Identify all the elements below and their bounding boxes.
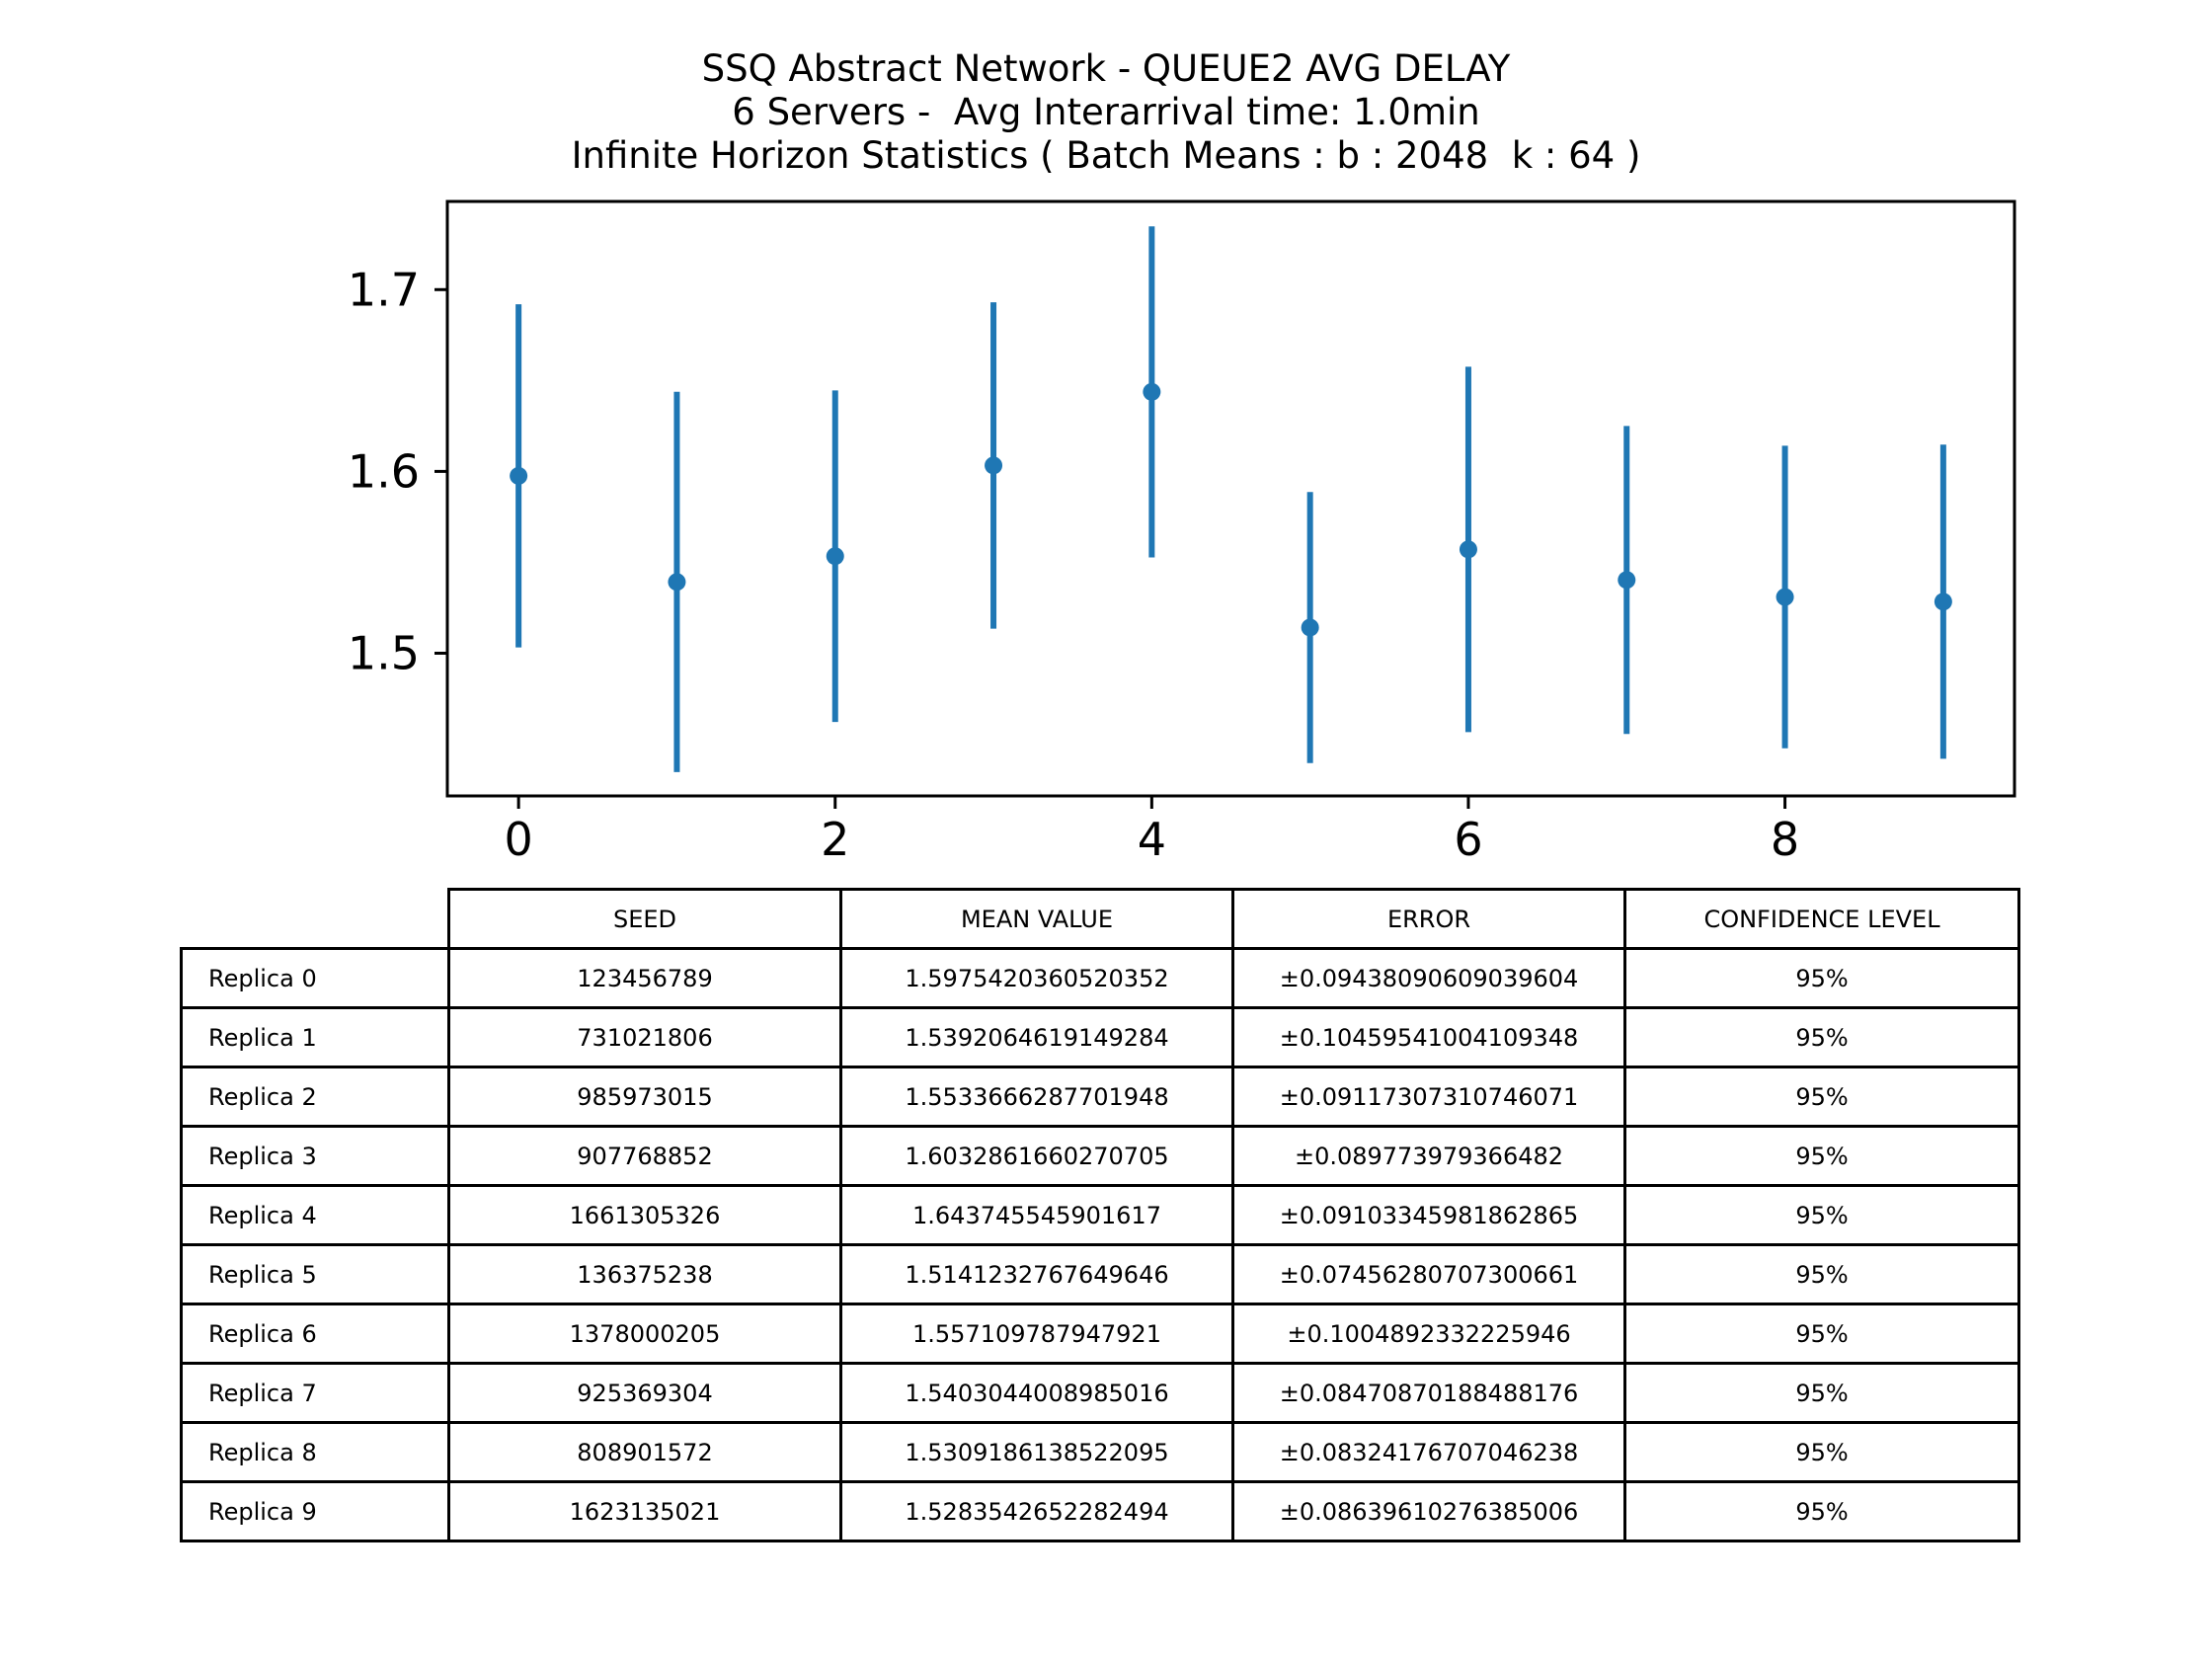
confidence-level-cell: 95% (1623, 1303, 2020, 1365)
confidence-level-cell: 95% (1623, 1480, 2020, 1542)
seed-cell: 985973015 (447, 1066, 842, 1128)
confidence-level-cell: 95% (1623, 947, 2020, 1009)
results-table: SEED MEAN VALUE ERROR CONFIDENCE LEVEL R… (180, 888, 2020, 1542)
mean-value-cell: 1.5141232767649646 (839, 1243, 1234, 1305)
confidence-level-cell: 95% (1623, 1125, 2020, 1187)
column-header-confidence-level: CONFIDENCE LEVEL (1623, 888, 2020, 950)
chart-title-line-3: Infinite Horizon Statistics ( Batch Mean… (0, 134, 2212, 177)
chart-title-line-2: 6 Servers - Avg Interarrival time: 1.0mi… (0, 91, 2212, 133)
table-row: Replica 6 1378000205 1.557109787947921 ±0.1… (180, 1303, 2020, 1365)
error-cell: ±0.09103345981862865 (1231, 1184, 1626, 1246)
row-label: Replica 1 (180, 1006, 450, 1068)
seed-cell: 907768852 (447, 1125, 842, 1187)
confidence-level-cell: 95% (1623, 1066, 2020, 1128)
y-tick-label: 1.7 (348, 263, 420, 316)
y-tick-label: 1.6 (348, 444, 420, 498)
table-row: Replica 4 1661305326 1.643745545901617 ±0.0… (180, 1184, 2020, 1246)
error-cell: ±0.10459541004109348 (1231, 1006, 1626, 1068)
row-label: Replica 9 (180, 1480, 450, 1542)
row-label: Replica 2 (180, 1066, 450, 1128)
table-corner-cell (182, 890, 449, 949)
confidence-level-cell: 95% (1623, 1362, 2020, 1424)
chart-title-line-1: SSQ Abstract Network - QUEUE2 AVG DELAY (0, 47, 2212, 90)
confidence-level-cell: 95% (1623, 1243, 2020, 1305)
table-row: Replica 8 808901572 1.5309186138522095 ±0.0… (180, 1421, 2020, 1483)
seed-cell: 1378000205 (447, 1303, 842, 1365)
error-cell: ±0.1004892332225946 (1231, 1303, 1626, 1365)
chart-subtitle-stats: Infinite Horizon Statistics ( Batch Mean… (571, 134, 1641, 177)
x-tick-label: 4 (1138, 813, 1166, 866)
error-cell: ±0.08639610276385006 (1231, 1480, 1626, 1542)
data-point (1934, 592, 1952, 611)
seed-cell: 925369304 (447, 1362, 842, 1424)
error-cell: ±0.09438090609039604 (1231, 947, 1626, 1009)
confidence-level-cell: 95% (1623, 1006, 2020, 1068)
table-row: Replica 9 1623135021 1.5283542652282494 ±0.… (180, 1480, 2020, 1542)
chart-marks (510, 226, 1952, 772)
mean-value-cell: 1.6032861660270705 (839, 1125, 1234, 1187)
x-tick-label: 6 (1454, 813, 1482, 866)
row-label: Replica 7 (180, 1362, 450, 1424)
table-body: Replica 0 123456789 1.5975420360520352 ±0.0… (180, 947, 2020, 1542)
chart-title: SSQ Abstract Network - QUEUE2 AVG DELAY (701, 47, 1511, 90)
data-point (1776, 588, 1794, 606)
data-point (826, 547, 844, 566)
error-cell: ±0.07456280707300661 (1231, 1243, 1626, 1305)
seed-cell: 731021806 (447, 1006, 842, 1068)
seed-cell: 1661305326 (447, 1184, 842, 1246)
plot-frame (445, 199, 2016, 798)
x-tick-label: 0 (504, 813, 532, 866)
seed-cell: 123456789 (447, 947, 842, 1009)
y-tick-label: 1.5 (348, 626, 420, 679)
row-label: Replica 8 (180, 1421, 450, 1483)
seed-cell: 136375238 (447, 1243, 842, 1305)
row-label: Replica 5 (180, 1243, 450, 1305)
table-row: Replica 5 136375238 1.5141232767649646 ±0.0… (180, 1243, 2020, 1305)
errorbar-chart: 0 2 4 6 8 1.5 1.6 1.7 (348, 199, 2016, 866)
mean-value-cell: 1.5533666287701948 (839, 1066, 1234, 1128)
row-label: Replica 0 (180, 947, 450, 1009)
row-label: Replica 4 (180, 1184, 450, 1246)
data-point (985, 456, 1003, 475)
table-row: Replica 1 731021806 1.5392064619149284 ±0.1… (180, 1006, 2020, 1068)
mean-value-cell: 1.5309186138522095 (839, 1421, 1234, 1483)
data-point (1618, 571, 1636, 590)
error-cell: ±0.089773979366482 (1231, 1125, 1626, 1187)
table-row: Replica 0 123456789 1.5975420360520352 ±0.0… (180, 947, 2020, 1009)
data-point (1143, 382, 1161, 401)
table-row: Replica 7 925369304 1.5403044008985016 ±0.0… (180, 1362, 2020, 1424)
mean-value-cell: 1.5392064619149284 (839, 1006, 1234, 1068)
table-row: Replica 2 985973015 1.5533666287701948 ±0.0… (180, 1066, 2020, 1128)
data-point (1301, 618, 1319, 637)
x-tick-label: 8 (1771, 813, 1799, 866)
row-label: Replica 6 (180, 1303, 450, 1365)
axis-ticks: 0 2 4 6 8 1.5 1.6 1.7 (348, 263, 1799, 866)
data-point (1459, 540, 1477, 559)
mean-value-cell: 1.5403044008985016 (839, 1362, 1234, 1424)
error-cell: ±0.09117307310746071 (1231, 1066, 1626, 1128)
confidence-level-cell: 95% (1623, 1184, 2020, 1246)
mean-value-cell: 1.557109787947921 (839, 1303, 1234, 1365)
data-point (510, 466, 528, 485)
error-cell: ±0.08324176707046238 (1231, 1421, 1626, 1483)
mean-value-cell: 1.643745545901617 (839, 1184, 1234, 1246)
error-cell: ±0.08470870188488176 (1231, 1362, 1626, 1424)
data-point (668, 573, 686, 592)
column-header-error: ERROR (1231, 888, 1626, 950)
seed-cell: 808901572 (447, 1421, 842, 1483)
row-label: Replica 3 (180, 1125, 450, 1187)
seed-cell: 1623135021 (447, 1480, 842, 1542)
confidence-level-cell: 95% (1623, 1421, 2020, 1483)
table-row: Replica 3 907768852 1.6032861660270705 ±0.0… (180, 1125, 2020, 1187)
table-header-row: SEED MEAN VALUE ERROR CONFIDENCE LEVEL (182, 888, 2020, 950)
mean-value-cell: 1.5975420360520352 (839, 947, 1234, 1009)
column-header-mean-value: MEAN VALUE (839, 888, 1234, 950)
x-tick-label: 2 (821, 813, 849, 866)
chart-subtitle: 6 Servers - Avg Interarrival time: 1.0mi… (732, 91, 1480, 133)
column-header-seed: SEED (447, 888, 842, 950)
mean-value-cell: 1.5283542652282494 (839, 1480, 1234, 1542)
